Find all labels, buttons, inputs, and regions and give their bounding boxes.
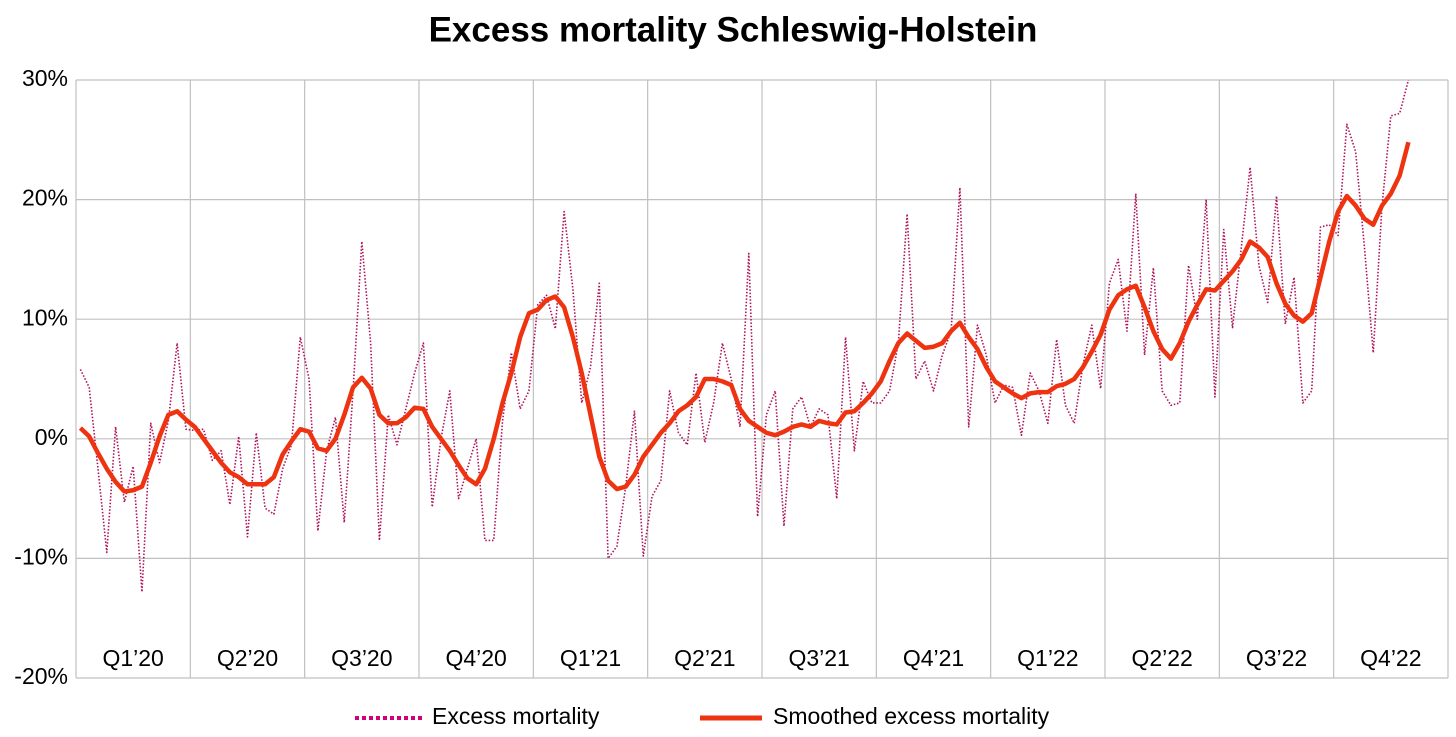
series-line (78, 141, 1411, 494)
y-tick-label: 10% (22, 304, 68, 330)
x-tick-label: Q1’22 (1017, 645, 1078, 671)
x-tick-label: Q3’22 (1246, 645, 1307, 671)
x-tick-label: Q2’22 (1131, 645, 1192, 671)
x-tick-label: Q4’20 (445, 645, 506, 671)
y-tick-label: -20% (14, 663, 68, 689)
y-tick-label: 0% (35, 424, 68, 450)
legend-label: Excess mortality (432, 703, 600, 729)
y-tick-label: -10% (14, 543, 68, 569)
x-tick-label: Q2’21 (674, 645, 735, 671)
y-tick-label: 20% (22, 185, 68, 211)
x-tick-label: Q3’21 (788, 645, 849, 671)
x-tick-label: Q1’20 (102, 645, 163, 671)
x-tick-label: Q1’21 (560, 645, 621, 671)
x-tick-label: Q4’22 (1360, 645, 1421, 671)
x-tick-label: Q4’21 (903, 645, 964, 671)
legend-label: Smoothed excess mortality (773, 703, 1050, 729)
x-tick-label: Q3’20 (331, 645, 392, 671)
series-line (79, 79, 1410, 593)
x-tick-label: Q2’20 (217, 645, 278, 671)
y-tick-label: 30% (22, 65, 68, 91)
chart-title: Excess mortality Schleswig-Holstein (429, 10, 1038, 49)
